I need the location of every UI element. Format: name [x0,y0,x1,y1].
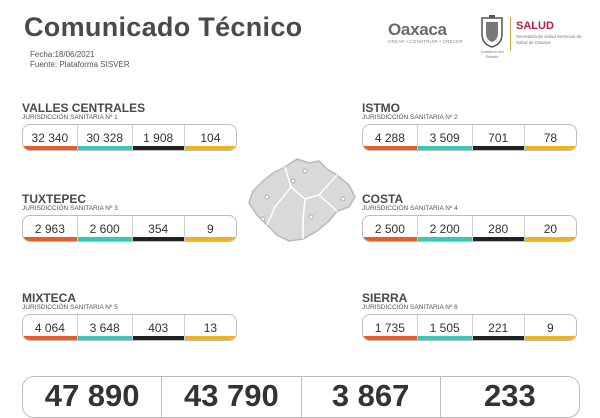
region-istmo: ISTMO JURISDICCIÓN SANITARIA Nº 2 4 288 … [362,102,577,151]
stat-active: 104 [184,125,236,150]
region-tuxtepec: TUXTEPEC JURISDICCIÓN SANITARIA Nº 3 2 9… [22,193,237,242]
total-active: 233 [484,378,536,413]
stat-deaths: 221 [472,315,525,340]
stat-active: 78 [524,125,576,150]
stat-confirmed: 2 963 [23,216,78,241]
stats-row: 1 735 1 505 221 9 [362,314,577,341]
stat-active: 9 [184,216,236,241]
stat-deaths: 403 [132,315,185,340]
region-name: VALLES CENTRALES [22,101,146,115]
region-name: SIERRA [362,291,408,305]
total-deaths: 3 867 [302,377,441,417]
stat-active: 9 [524,315,576,340]
stat-confirmed: 32 340 [23,125,78,150]
stats-row: 2 963 2 600 354 9 [22,215,237,242]
region-costa: COSTA JURISDICCIÓN SANITARIA Nº 4 2 500 … [362,193,577,242]
stat-active: 13 [184,315,236,340]
total-recovered: 43 790 [162,377,302,417]
region-jurisdiction: JURISDICCIÓN SANITARIA Nº 3 [22,205,118,212]
stat-deaths: 354 [132,216,185,241]
region-name: MIXTECA [22,291,76,305]
oaxaca-logo-tagline: CREAR • CONSTRUIR • CRECER [388,39,463,44]
stat-deaths: 701 [472,125,525,150]
region-name: COSTA [362,192,404,206]
stat-recovered: 1 505 [417,315,473,340]
region-jurisdiction: JURISDICCIÓN SANITARIA Nº 5 [22,304,118,311]
stat-recovered: 2 200 [417,216,473,241]
total-confirmed: 47 890 [23,377,163,417]
stat-recovered: 3 648 [77,315,133,340]
oaxaca-logo: Oaxaca CREAR • CONSTRUIR • CRECER [388,20,478,44]
stat-active: 20 [524,216,576,241]
region-mixteca: MIXTECA JURISDICCIÓN SANITARIA Nº 5 4 06… [22,292,237,341]
logo-divider [510,17,511,51]
stats-row: 4 064 3 648 403 13 [22,314,237,341]
stat-recovered: 30 328 [77,125,133,150]
region-jurisdiction: JURISDICCIÓN SANITARIA Nº 4 [362,205,458,212]
salud-subtitle: Secretaría de Salud Servicios de Salud d… [516,34,582,45]
totals-row: 47 890 43 790 3 867 233 [22,376,580,418]
stats-row: 4 288 3 509 701 78 [362,124,577,151]
salud-logo: SALUD [516,20,554,32]
stat-confirmed: 1 735 [363,315,418,340]
state-seal-icon [481,15,503,48]
region-jurisdiction: JURISDICCIÓN SANITARIA Nº 2 [362,114,458,121]
oaxaca-map-icon [248,158,356,242]
region-name: TUXTEPEC [22,192,87,206]
report-source: Fuente: Plataforma SISVER [30,60,130,69]
stat-confirmed: 4 288 [363,125,418,150]
region-jurisdiction: JURISDICCIÓN SANITARIA Nº 1 [22,114,118,121]
stats-row: 32 340 30 328 1 908 104 [22,124,237,151]
seal-caption: Gobierno del Estado [480,49,504,59]
region-valles-centrales: VALLES CENTRALES JURISDICCIÓN SANITARIA … [22,102,237,151]
stat-confirmed: 4 064 [23,315,78,340]
region-jurisdiction: JURISDICCIÓN SANITARIA Nº 6 [362,304,458,311]
stats-row: 2 500 2 200 280 20 [362,215,577,242]
oaxaca-logo-word: Oaxaca [388,20,447,39]
page-title: Comunicado Técnico [24,12,303,42]
stat-confirmed: 2 500 [363,216,418,241]
stat-deaths: 1 908 [132,125,185,150]
region-name: ISTMO [362,101,400,115]
region-sierra: SIERRA JURISDICCIÓN SANITARIA Nº 6 1 735… [362,292,577,341]
report-date: Fecha:18/06/2021 [30,50,95,59]
stat-recovered: 3 509 [417,125,473,150]
stat-recovered: 2 600 [77,216,133,241]
stat-deaths: 280 [472,216,525,241]
